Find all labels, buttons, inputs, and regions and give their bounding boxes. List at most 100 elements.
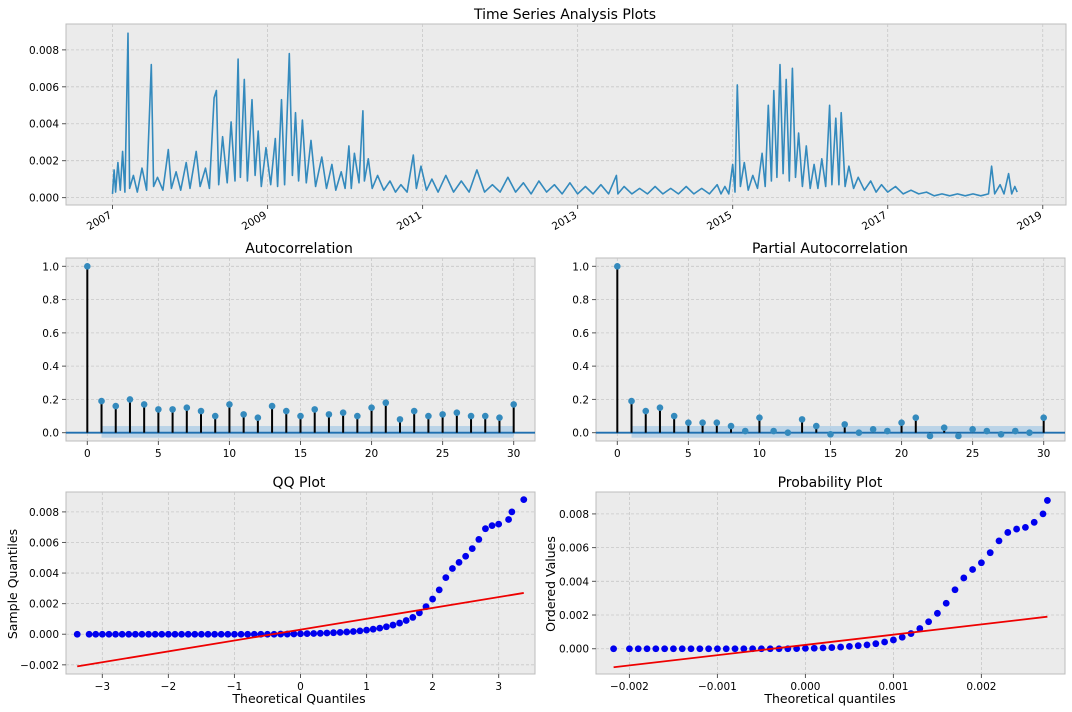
pacf-marker — [1026, 429, 1033, 436]
prob-x-tick-label: −0.002 — [610, 681, 649, 693]
qq-point — [389, 621, 397, 629]
acf-marker — [254, 414, 262, 422]
qq-point — [402, 617, 410, 624]
prob-xlabel: Theoretical quantiles — [763, 691, 895, 706]
prob-point — [1039, 510, 1047, 518]
acf-x-tick-label: 20 — [365, 448, 378, 460]
acf-marker — [282, 407, 290, 415]
pacf-marker — [699, 419, 706, 427]
pacf-marker — [685, 419, 692, 427]
acf-marker — [169, 406, 176, 413]
qq-x-tick-label: −1 — [227, 681, 242, 693]
prob-point — [652, 645, 660, 653]
pacf-title: Partial Autocorrelation — [752, 241, 908, 257]
prob-point — [872, 640, 880, 648]
qq-fit-line — [77, 592, 524, 668]
pacf-marker — [955, 432, 962, 440]
ts-y-tick-label: 0.008 — [29, 45, 59, 57]
pacf-marker — [642, 407, 650, 415]
acf-marker — [496, 414, 503, 422]
acf-marker — [382, 399, 390, 407]
acf-marker — [211, 412, 219, 420]
prob-point — [643, 645, 651, 653]
qq-point — [330, 629, 337, 637]
qq-point — [442, 574, 450, 582]
qq-point — [112, 630, 119, 638]
acf-stems — [66, 263, 535, 438]
prob-point — [828, 644, 836, 651]
ts-series — [111, 32, 1018, 197]
pacf-x-tick-label: 0 — [614, 448, 621, 460]
pacf-marker — [969, 426, 976, 433]
qq-x-tick-label: 0 — [297, 681, 304, 693]
qq-point — [520, 496, 528, 504]
qq-point — [316, 629, 324, 637]
acf-marker — [126, 396, 134, 403]
prob-panel: Probability Plot −0.002 −0.001 0.000 0.001 0… — [543, 475, 1066, 706]
qq-point — [336, 629, 344, 636]
prob-point — [722, 645, 730, 653]
ts-y-tick-label: 0.002 — [29, 156, 59, 168]
qq-point — [85, 630, 93, 638]
prob-point — [916, 625, 924, 632]
pacf-marker — [670, 412, 678, 420]
qq-point — [184, 630, 192, 638]
pacf-x-tick-label: 30 — [1037, 448, 1050, 460]
prob-point — [969, 566, 977, 573]
prob-point — [1030, 518, 1038, 526]
prob-point — [960, 574, 968, 582]
qq-point — [125, 630, 133, 638]
qq-point — [488, 522, 496, 530]
acf-marker — [339, 409, 347, 417]
prob-point — [661, 645, 669, 653]
prob-point — [934, 609, 941, 617]
pacf-marker — [940, 424, 948, 431]
pacf-marker — [741, 427, 749, 435]
qq-y-tick-label: 0.004 — [29, 568, 59, 580]
acf-marker — [197, 407, 205, 415]
acf-marker — [240, 411, 247, 418]
pacf-marker — [727, 422, 735, 430]
qq-point — [349, 628, 357, 635]
pacf-marker — [983, 427, 991, 435]
pacf-marker — [770, 427, 777, 435]
ts-x-tick-label: 2015 — [705, 209, 734, 233]
ts-plot-area — [65, 23, 1067, 206]
acf-marker — [467, 412, 475, 420]
ts-grid — [66, 24, 1066, 205]
qq-point — [468, 545, 476, 552]
prob-x-tick-label: 0.002 — [966, 681, 996, 693]
prob-x-tick-label: 0.001 — [878, 681, 908, 693]
acf-marker — [268, 402, 276, 410]
acf-x-tick-label: 5 — [155, 448, 162, 460]
pacf-marker — [855, 429, 863, 436]
qq-points — [73, 496, 528, 668]
qq-point — [303, 630, 311, 638]
qq-point — [382, 623, 390, 631]
acf-marker — [354, 412, 361, 420]
qq-point — [356, 627, 364, 635]
ts-panel: Time Series Analysis Plots 2007 2009 2011 2… — [29, 7, 1067, 233]
prob-point — [986, 549, 994, 557]
pacf-marker — [798, 416, 806, 423]
qq-point — [310, 630, 318, 637]
pacf-marker — [827, 431, 834, 438]
qq-point — [369, 625, 377, 633]
qq-point — [217, 630, 225, 638]
ts-x-tick-label: 2017 — [860, 209, 889, 233]
qq-point — [164, 630, 172, 638]
prob-point — [890, 636, 897, 644]
qq-point — [171, 630, 179, 638]
prob-point — [1013, 525, 1021, 533]
prob-title: Probability Plot — [778, 475, 883, 491]
qq-point — [98, 630, 106, 638]
prob-plot-area — [595, 491, 1066, 675]
qq-point — [191, 630, 199, 638]
qq-point — [250, 630, 258, 638]
pacf-marker — [898, 419, 905, 427]
acf-ticks: 0 5 10 15 20 25 30 0.0 0.2 0.4 0.6 0.8 1.0 — [42, 261, 520, 460]
acf-marker — [98, 397, 105, 405]
ts-x-tick-label: 2011 — [395, 209, 424, 233]
prob-point — [1004, 529, 1012, 536]
